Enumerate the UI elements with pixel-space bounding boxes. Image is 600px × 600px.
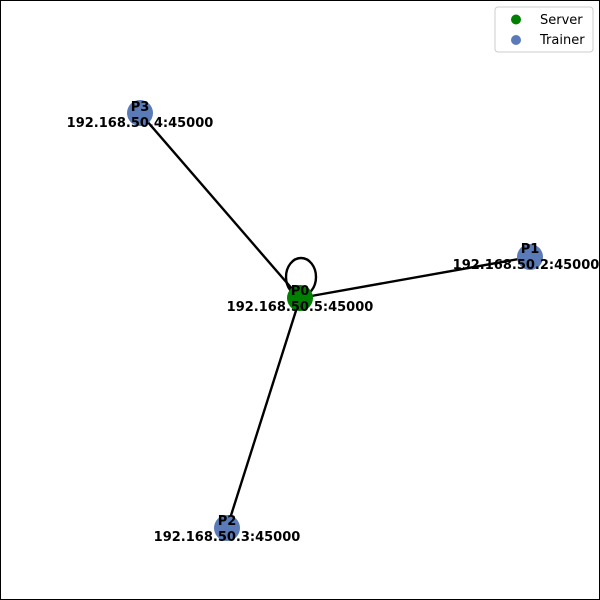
node-p0[interactable] bbox=[287, 285, 313, 311]
labels-layer: P3 192.168.50.4:45000 P1 192.168.50.2:45… bbox=[67, 100, 600, 545]
edge-p0-p1 bbox=[299, 255, 531, 300]
node-p3[interactable] bbox=[127, 100, 153, 126]
legend-trainer-label: Trainer bbox=[539, 33, 585, 48]
legend: Server Trainer bbox=[494, 6, 594, 53]
node-p1[interactable] bbox=[517, 244, 543, 270]
node-p3-address: 192.168.50.4:45000 bbox=[67, 116, 214, 131]
edge-p0-p3 bbox=[139, 112, 301, 299]
node-p1-address: 192.168.50.2:45000 bbox=[453, 258, 600, 273]
legend-server-label: Server bbox=[540, 13, 583, 28]
legend-trainer-marker bbox=[511, 35, 521, 45]
node-p0-id: P0 bbox=[291, 284, 310, 299]
edges-layer bbox=[139, 112, 531, 529]
node-p0-address: 192.168.50.5:45000 bbox=[227, 300, 374, 315]
node-p3-id: P3 bbox=[131, 100, 150, 115]
node-p2-address: 192.168.50.3:45000 bbox=[154, 530, 301, 545]
node-p1-id: P1 bbox=[521, 242, 540, 257]
edge-p0-p2 bbox=[225, 297, 302, 529]
nodes-layer bbox=[127, 100, 543, 541]
node-p2[interactable] bbox=[214, 515, 240, 541]
node-p2-id: P2 bbox=[218, 514, 237, 529]
legend-server-marker bbox=[511, 14, 521, 25]
